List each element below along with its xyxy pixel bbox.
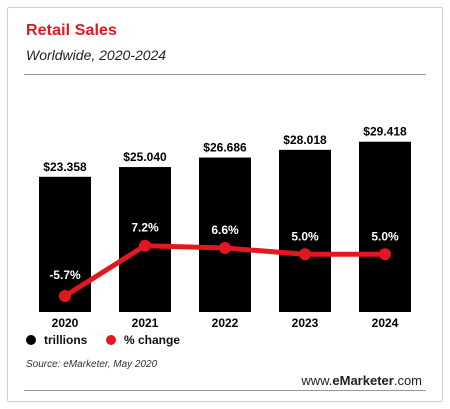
bar-value-label-2022: $26.686 bbox=[203, 141, 247, 155]
chart-title: Retail Sales bbox=[26, 22, 118, 39]
x-tick-label-2021: 2021 bbox=[132, 316, 159, 330]
legend-item-percent-change: % change bbox=[106, 333, 180, 347]
legend-swatch-percent-change bbox=[106, 335, 116, 345]
logo-suffix: .com bbox=[393, 373, 422, 388]
bar-value-label-2023: $28.018 bbox=[283, 133, 327, 147]
line-value-label-2023: 5.0% bbox=[291, 229, 319, 243]
logo-brand: eMarketer bbox=[332, 373, 394, 388]
line-point-2023 bbox=[299, 248, 311, 261]
bar-2021 bbox=[119, 167, 171, 312]
legend-item-trillions: trillions bbox=[26, 333, 87, 347]
source-note: Source: eMarketer, May 2020 bbox=[26, 359, 158, 370]
bar-2023 bbox=[279, 149, 331, 312]
line-value-label-2020: -5.7% bbox=[49, 268, 81, 282]
bar-2020 bbox=[39, 176, 91, 312]
footer-divider bbox=[24, 390, 426, 391]
x-tick-label-2023: 2023 bbox=[292, 316, 319, 330]
x-tick-label-2024: 2024 bbox=[372, 316, 399, 330]
line-point-2020 bbox=[59, 290, 71, 302]
line-point-2021 bbox=[139, 239, 151, 252]
bar-value-label-2020: $23.358 bbox=[43, 160, 87, 174]
bar-value-label-2021: $25.040 bbox=[123, 150, 167, 164]
logo-prefix: www. bbox=[301, 373, 333, 388]
line-point-2024 bbox=[379, 248, 391, 261]
line-value-label-2022: 6.6% bbox=[211, 223, 239, 237]
header-divider bbox=[24, 74, 426, 75]
line-value-label-2021: 7.2% bbox=[131, 221, 159, 235]
legend-label-trillions: trillions bbox=[44, 333, 88, 347]
chart-subtitle: Worldwide, 2020-2024 bbox=[26, 47, 167, 63]
x-tick-label-2020: 2020 bbox=[52, 316, 79, 330]
bar-value-label-2024: $29.418 bbox=[363, 125, 407, 139]
x-tick-label-2022: 2022 bbox=[212, 316, 239, 330]
legend-label-percent-change: % change bbox=[124, 333, 181, 347]
line-point-2022 bbox=[219, 242, 231, 255]
line-value-label-2024: 5.0% bbox=[371, 229, 399, 243]
bar-2024 bbox=[359, 141, 411, 312]
bar-2022 bbox=[199, 157, 251, 312]
legend-swatch-trillions bbox=[26, 335, 36, 345]
brand-logo: www.eMarketer.com bbox=[301, 373, 422, 388]
